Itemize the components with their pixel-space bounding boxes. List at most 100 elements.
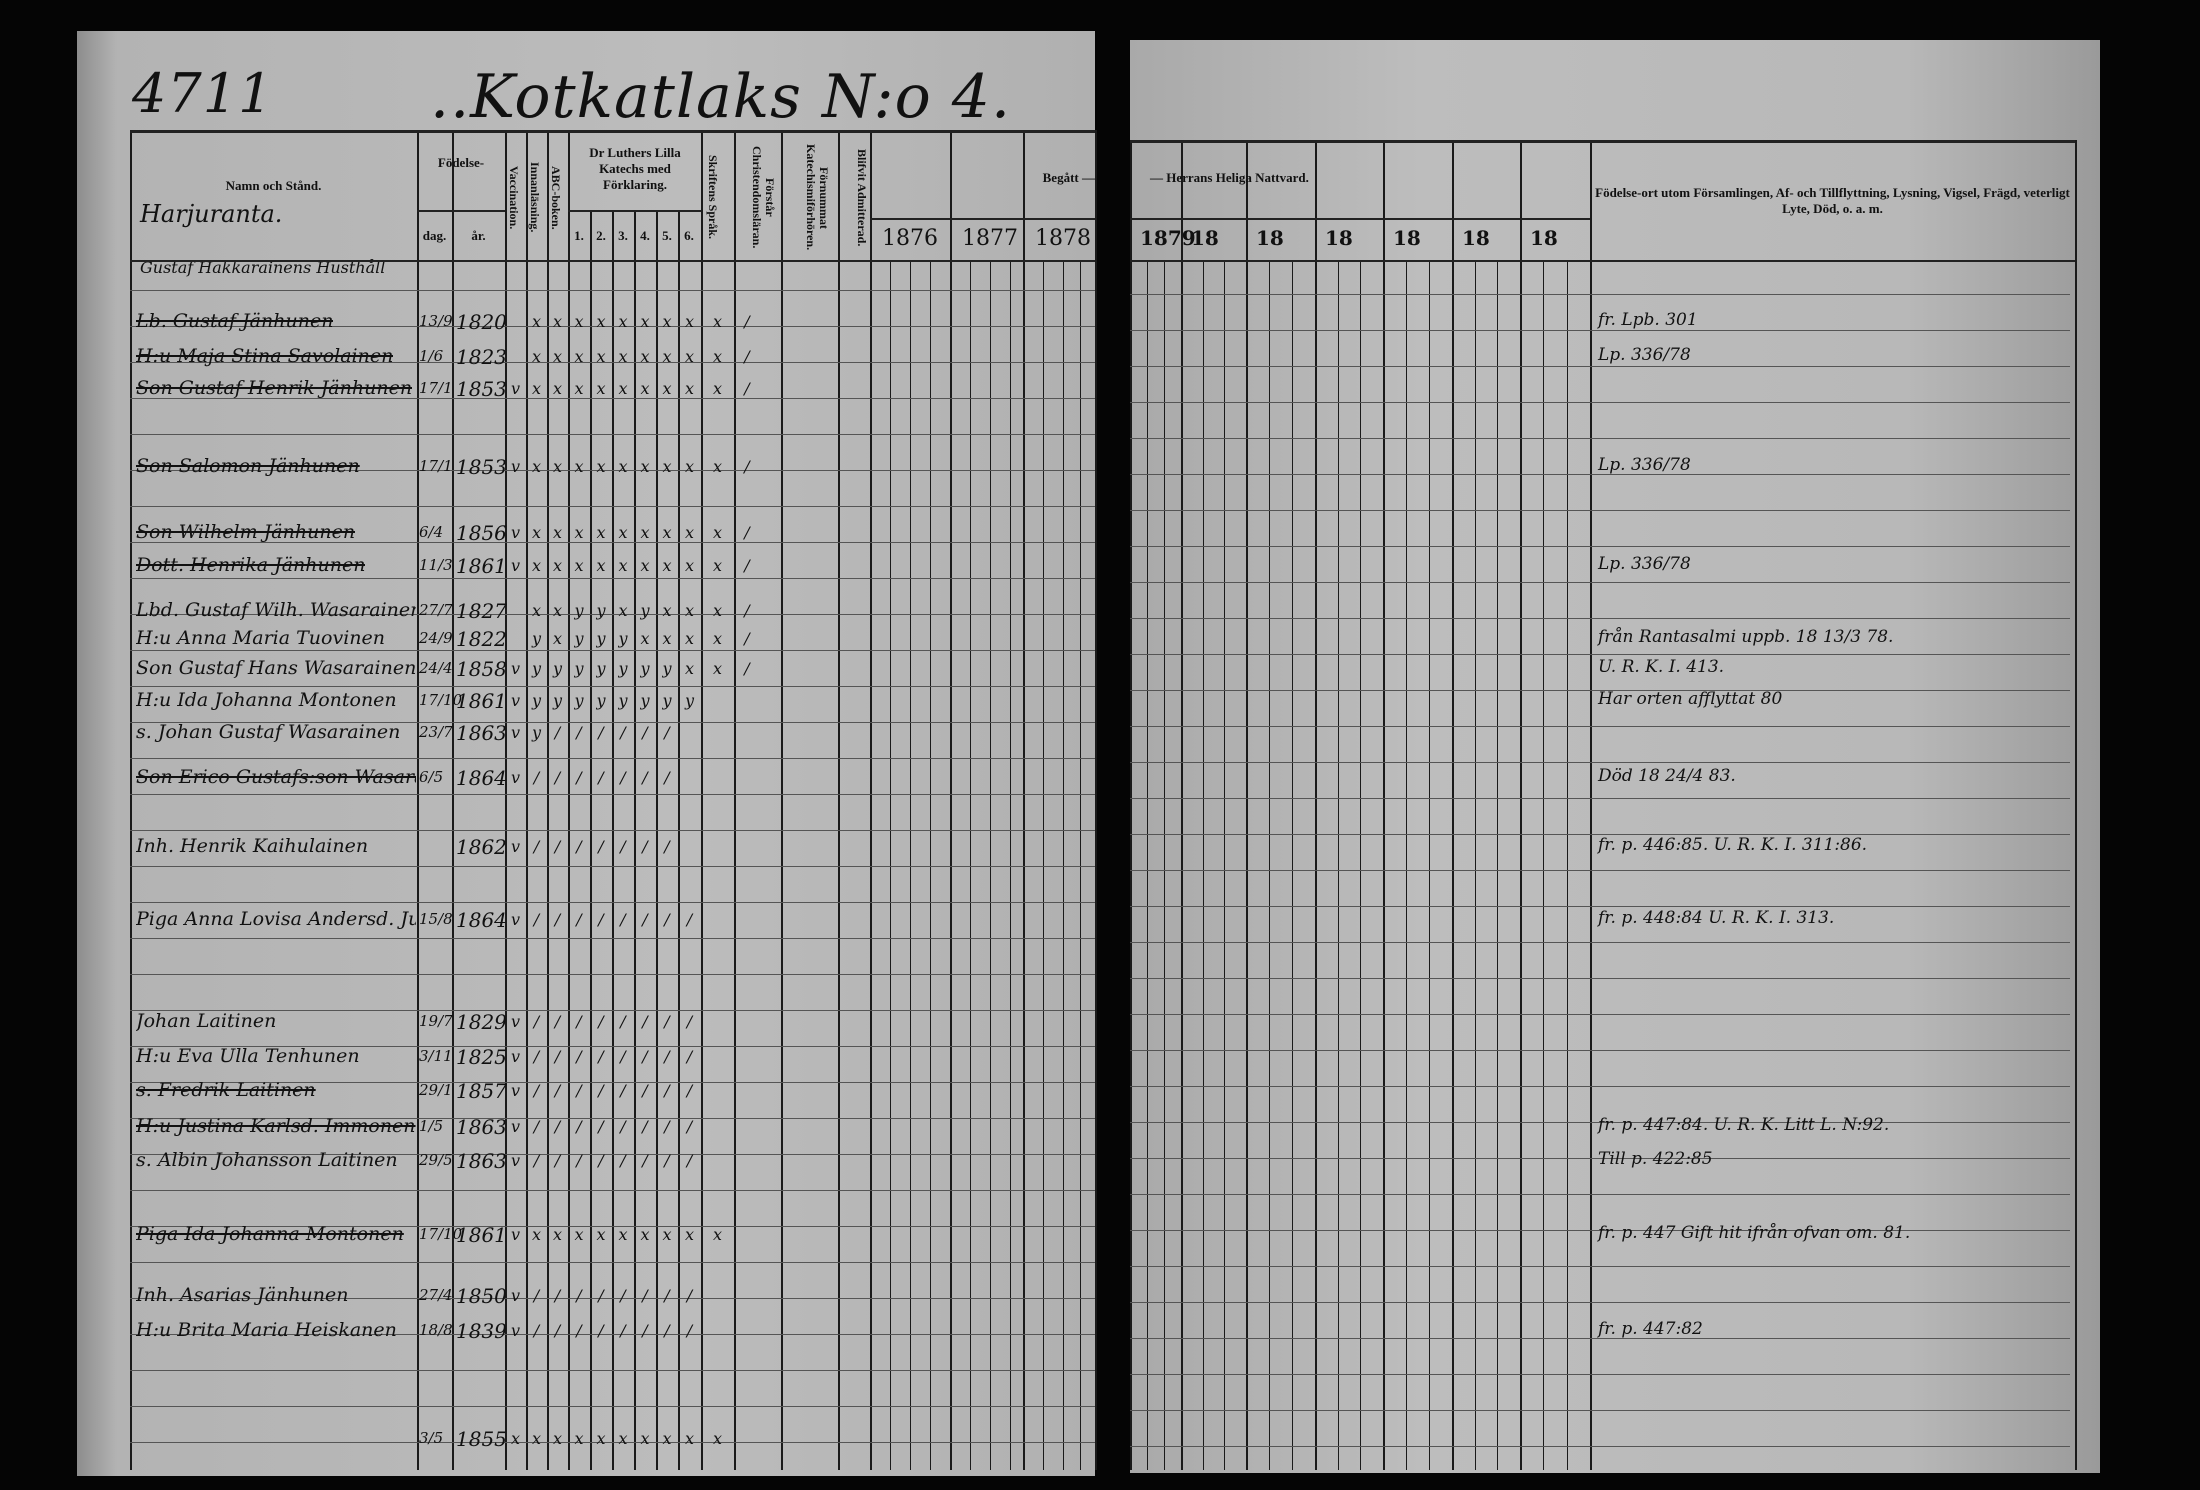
register-mark: x: [662, 457, 672, 476]
register-mark: /: [533, 1151, 540, 1170]
register-mark: y: [596, 691, 606, 710]
register-mark: x: [552, 629, 563, 648]
ruled-line: [1130, 1194, 2070, 1195]
register-mark: x: [618, 601, 628, 620]
ruled-line: [1130, 474, 2070, 475]
person-name: Dott. Henrika Jänhunen: [136, 554, 366, 576]
column-rule: [505, 130, 507, 1470]
register-mark: x: [574, 556, 584, 575]
ruled-line: [130, 326, 1095, 327]
register-mark: /: [598, 1286, 604, 1305]
ruled-line: [1130, 798, 2070, 799]
register-mark: x: [684, 601, 695, 620]
column-rule: [890, 260, 891, 1470]
register-mark: /: [664, 1117, 670, 1136]
birth-year: 1863: [456, 721, 507, 745]
register-mark: x: [662, 556, 672, 575]
ruled-line: [130, 614, 1095, 615]
register-mark: /: [620, 768, 626, 787]
column-rule: [701, 130, 703, 1470]
register-mark: x: [618, 457, 628, 476]
birth-day: 6/5: [419, 768, 444, 786]
register-mark: /: [744, 457, 750, 476]
register-mark: /: [664, 1151, 670, 1170]
register-mark: x: [531, 347, 542, 366]
column-rule: [1203, 260, 1204, 1470]
register-mark: x: [574, 312, 584, 331]
column-rule: [1452, 140, 1454, 1470]
remark-note: från Rantasalmi uppb. 18 13/3 78.: [1598, 627, 1894, 647]
person-name: Piga Ida Johanna Montonen: [136, 1223, 404, 1245]
ruled-line: [1130, 690, 2070, 691]
birth-year: 1820: [456, 310, 507, 334]
register-mark: /: [744, 347, 750, 366]
birth-day: 1/5: [419, 1117, 444, 1135]
column-rule: [130, 130, 132, 1470]
birth-day: 13/9: [419, 312, 453, 330]
birth-year: 1857: [456, 1079, 507, 1103]
ruled-line: [130, 974, 1095, 975]
header-year: år.: [471, 228, 486, 243]
register-mark: x: [618, 379, 628, 398]
column-rule: [612, 210, 614, 1470]
register-mark: /: [686, 1321, 693, 1340]
year-label: 18: [1462, 226, 1490, 250]
person-name: Piga Anna Lovisa Andersd. Juutilainen: [136, 908, 416, 930]
birth-day: 27/7: [419, 601, 453, 619]
register-mark: /: [642, 1012, 648, 1031]
ruled-line: [130, 686, 1095, 687]
column-rule: [2075, 140, 2077, 1470]
ruled-line: [130, 1046, 1095, 1047]
birth-year: 1861: [456, 554, 507, 578]
section-label: Harjuranta.: [140, 200, 283, 228]
register-mark: /: [664, 1081, 670, 1100]
ruled-line: [130, 434, 1095, 435]
ruled-line: [1130, 330, 2070, 331]
column-rule: [1315, 140, 1317, 1470]
register-mark: /: [744, 629, 750, 648]
ruled-line: [130, 794, 1095, 795]
register-mark: /: [686, 1047, 693, 1066]
register-mark: /: [642, 1081, 648, 1100]
register-mark: x: [552, 556, 563, 575]
register-mark: x: [662, 601, 672, 620]
register-mark: /: [554, 1286, 561, 1305]
person-name: Lb. Gustaf Jänhunen: [136, 310, 334, 332]
register-mark: x: [640, 556, 650, 575]
register-mark: y: [531, 691, 542, 710]
ruled-line: [1130, 1230, 2070, 1231]
register-mark: x: [596, 1429, 606, 1448]
remark-note: Till p. 422:85: [1598, 1149, 1713, 1169]
year-label: 1876: [882, 226, 938, 251]
register-mark: /: [554, 1117, 561, 1136]
register-mark: y: [574, 629, 584, 648]
birth-day: 19/7: [419, 1012, 453, 1030]
register-mark: /: [554, 1081, 561, 1100]
register-mark: x: [662, 312, 672, 331]
ruled-line: [130, 902, 1095, 903]
remark-note: fr. p. 447 Gift hit ifrån ofvan om. 81.: [1598, 1223, 1911, 1243]
register-mark: /: [576, 723, 582, 742]
birth-day: 6/4: [419, 523, 444, 541]
register-mark: /: [554, 723, 561, 742]
register-mark: x: [684, 457, 695, 476]
ruled-line: [1130, 402, 2070, 403]
birth-day: 29/5: [419, 1151, 453, 1169]
column-rule: [1010, 260, 1011, 1470]
person-name: Son Gustaf Henrik Jänhunen: [136, 377, 413, 399]
ruled-line: [1130, 546, 2070, 547]
column-rule: [1383, 140, 1385, 1470]
register-mark: x: [574, 1429, 584, 1448]
ruled-line: [130, 1334, 1095, 1335]
register-mark: x: [618, 312, 628, 331]
birth-year: 1856: [456, 521, 507, 545]
register-mark: /: [620, 723, 626, 742]
header-catechism-part: 3.: [618, 228, 628, 243]
register-mark: /: [642, 1047, 648, 1066]
ruled-line: [130, 1190, 1095, 1191]
register-mark: /: [686, 1012, 693, 1031]
register-mark: /: [598, 1117, 604, 1136]
header-day: dag.: [422, 228, 447, 243]
register-mark: x: [684, 556, 695, 575]
remark-note: U. R. K. I. 413.: [1598, 657, 1725, 677]
